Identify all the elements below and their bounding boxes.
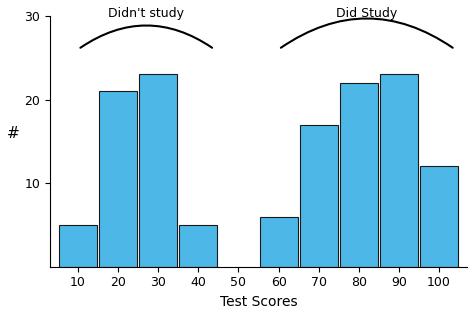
Text: Did Study: Did Study [336, 7, 397, 20]
Bar [260, 216, 298, 267]
Bar [179, 225, 218, 267]
Y-axis label: #: # [7, 126, 20, 141]
Bar [300, 125, 338, 267]
Bar [139, 75, 177, 267]
Bar [340, 83, 378, 267]
Bar [59, 225, 97, 267]
Bar [99, 91, 137, 267]
X-axis label: Test Scores: Test Scores [220, 295, 297, 309]
Text: Didn't study: Didn't study [108, 7, 184, 20]
Bar [420, 167, 458, 267]
Bar [380, 75, 418, 267]
